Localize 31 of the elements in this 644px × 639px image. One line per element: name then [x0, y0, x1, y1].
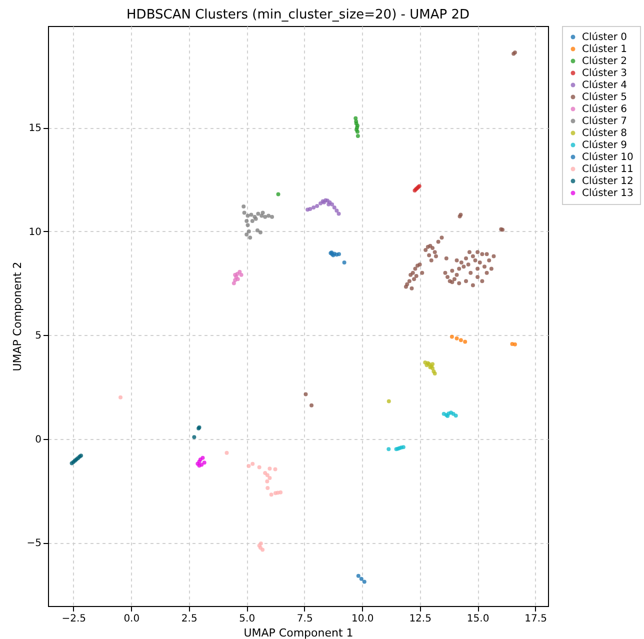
legend-label: Clúster 6 — [582, 104, 628, 115]
y-tick-label: 15 — [28, 123, 42, 134]
x-tick-label: 12.5 — [409, 614, 432, 624]
legend-label: Clúster 4 — [582, 80, 628, 91]
y-tick-label: 5 — [35, 330, 42, 342]
y-axis-title: UMAP Component 2 — [10, 262, 24, 372]
legend-label: Clúster 5 — [582, 92, 628, 103]
legend-label: Clúster 10 — [582, 152, 634, 163]
legend-label: Clúster 1 — [582, 44, 628, 55]
x-tick-label: −2.5 — [62, 614, 86, 624]
legend-label: Clúster 13 — [582, 188, 634, 199]
x-tick-label: 15.0 — [466, 614, 490, 624]
x-tick-label: 2.5 — [181, 614, 198, 624]
legend-label: Clúster 7 — [582, 116, 628, 127]
legend-label: Clúster 9 — [582, 140, 628, 151]
chart-title: HDBSCAN Clusters (min_cluster_size=20) - UMAP 2D — [126, 8, 470, 22]
legend-label: Clúster 3 — [582, 68, 628, 79]
x-axis-title: UMAP Component 1 — [244, 626, 354, 639]
x-tick-label: 5.0 — [239, 614, 256, 624]
legend-label: Clúster 12 — [582, 176, 634, 187]
x-tick-label: 17.5 — [524, 614, 547, 624]
y-tick-label: −5 — [26, 538, 42, 550]
legend-label: Clúster 0 — [582, 32, 628, 43]
x-tick-label: 10.0 — [351, 614, 374, 624]
legend-label: Clúster 2 — [582, 56, 628, 67]
y-tick-label: 10 — [28, 226, 42, 238]
y-tick-label: 0 — [35, 434, 42, 446]
x-tick-label: 7.5 — [296, 614, 313, 624]
legend-label: Clúster 11 — [582, 164, 634, 175]
legend-label: Clúster 8 — [582, 128, 628, 139]
x-tick-label: 0.0 — [124, 614, 140, 624]
